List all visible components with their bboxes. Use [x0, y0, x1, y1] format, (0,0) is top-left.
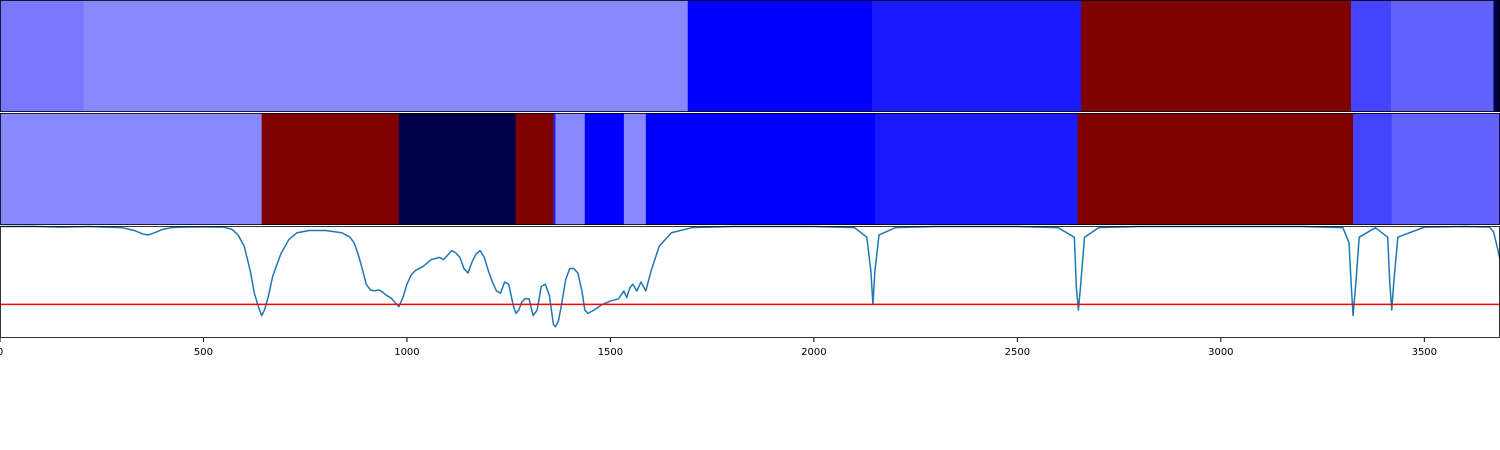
heatmap-segment [1077, 113, 1354, 225]
heatmap-segment [83, 0, 689, 112]
x-tick-label: 1000 [394, 347, 419, 358]
heatmap-strip-top [0, 0, 1500, 112]
x-tick-label: 3500 [1412, 347, 1437, 358]
heatmap-segment [1353, 113, 1393, 225]
heatmap-segment [623, 113, 647, 225]
x-axis: 0 500 1000 1500 2000 2500 3000 3500 [0, 338, 1437, 358]
spectrum-line [0, 225, 1500, 328]
heatmap-segment [1080, 0, 1352, 112]
heatmap-segment [0, 0, 84, 112]
x-tick-label: 1500 [598, 347, 623, 358]
heatmap-segment [515, 113, 554, 225]
heatmap-segment [645, 113, 876, 225]
heatmap-segment [0, 113, 263, 225]
x-tick-label: 2500 [1005, 347, 1030, 358]
x-tick-label: 0 [0, 347, 3, 358]
heatmap-segment [687, 0, 873, 112]
heatmap-segment [553, 113, 556, 225]
heatmap-segment [555, 113, 586, 225]
heatmap-segment [872, 0, 1082, 112]
heatmap-segment [1391, 113, 1500, 225]
spectrum-background [0, 226, 1500, 338]
heatmap-strip-middle [0, 113, 1500, 225]
x-tick-label: 500 [194, 347, 213, 358]
heatmap-segment [874, 113, 1078, 225]
x-tick-label: 2000 [801, 347, 826, 358]
heatmap-segment [1351, 0, 1392, 112]
heatmap-segment [1390, 0, 1494, 112]
x-tick-label: 3000 [1208, 347, 1233, 358]
heatmap-segment [584, 113, 625, 225]
spectrum-panel [0, 225, 1500, 338]
heatmap-segment [1493, 0, 1500, 112]
heatmap-segment [398, 113, 516, 225]
heatmap-segment [261, 113, 400, 225]
